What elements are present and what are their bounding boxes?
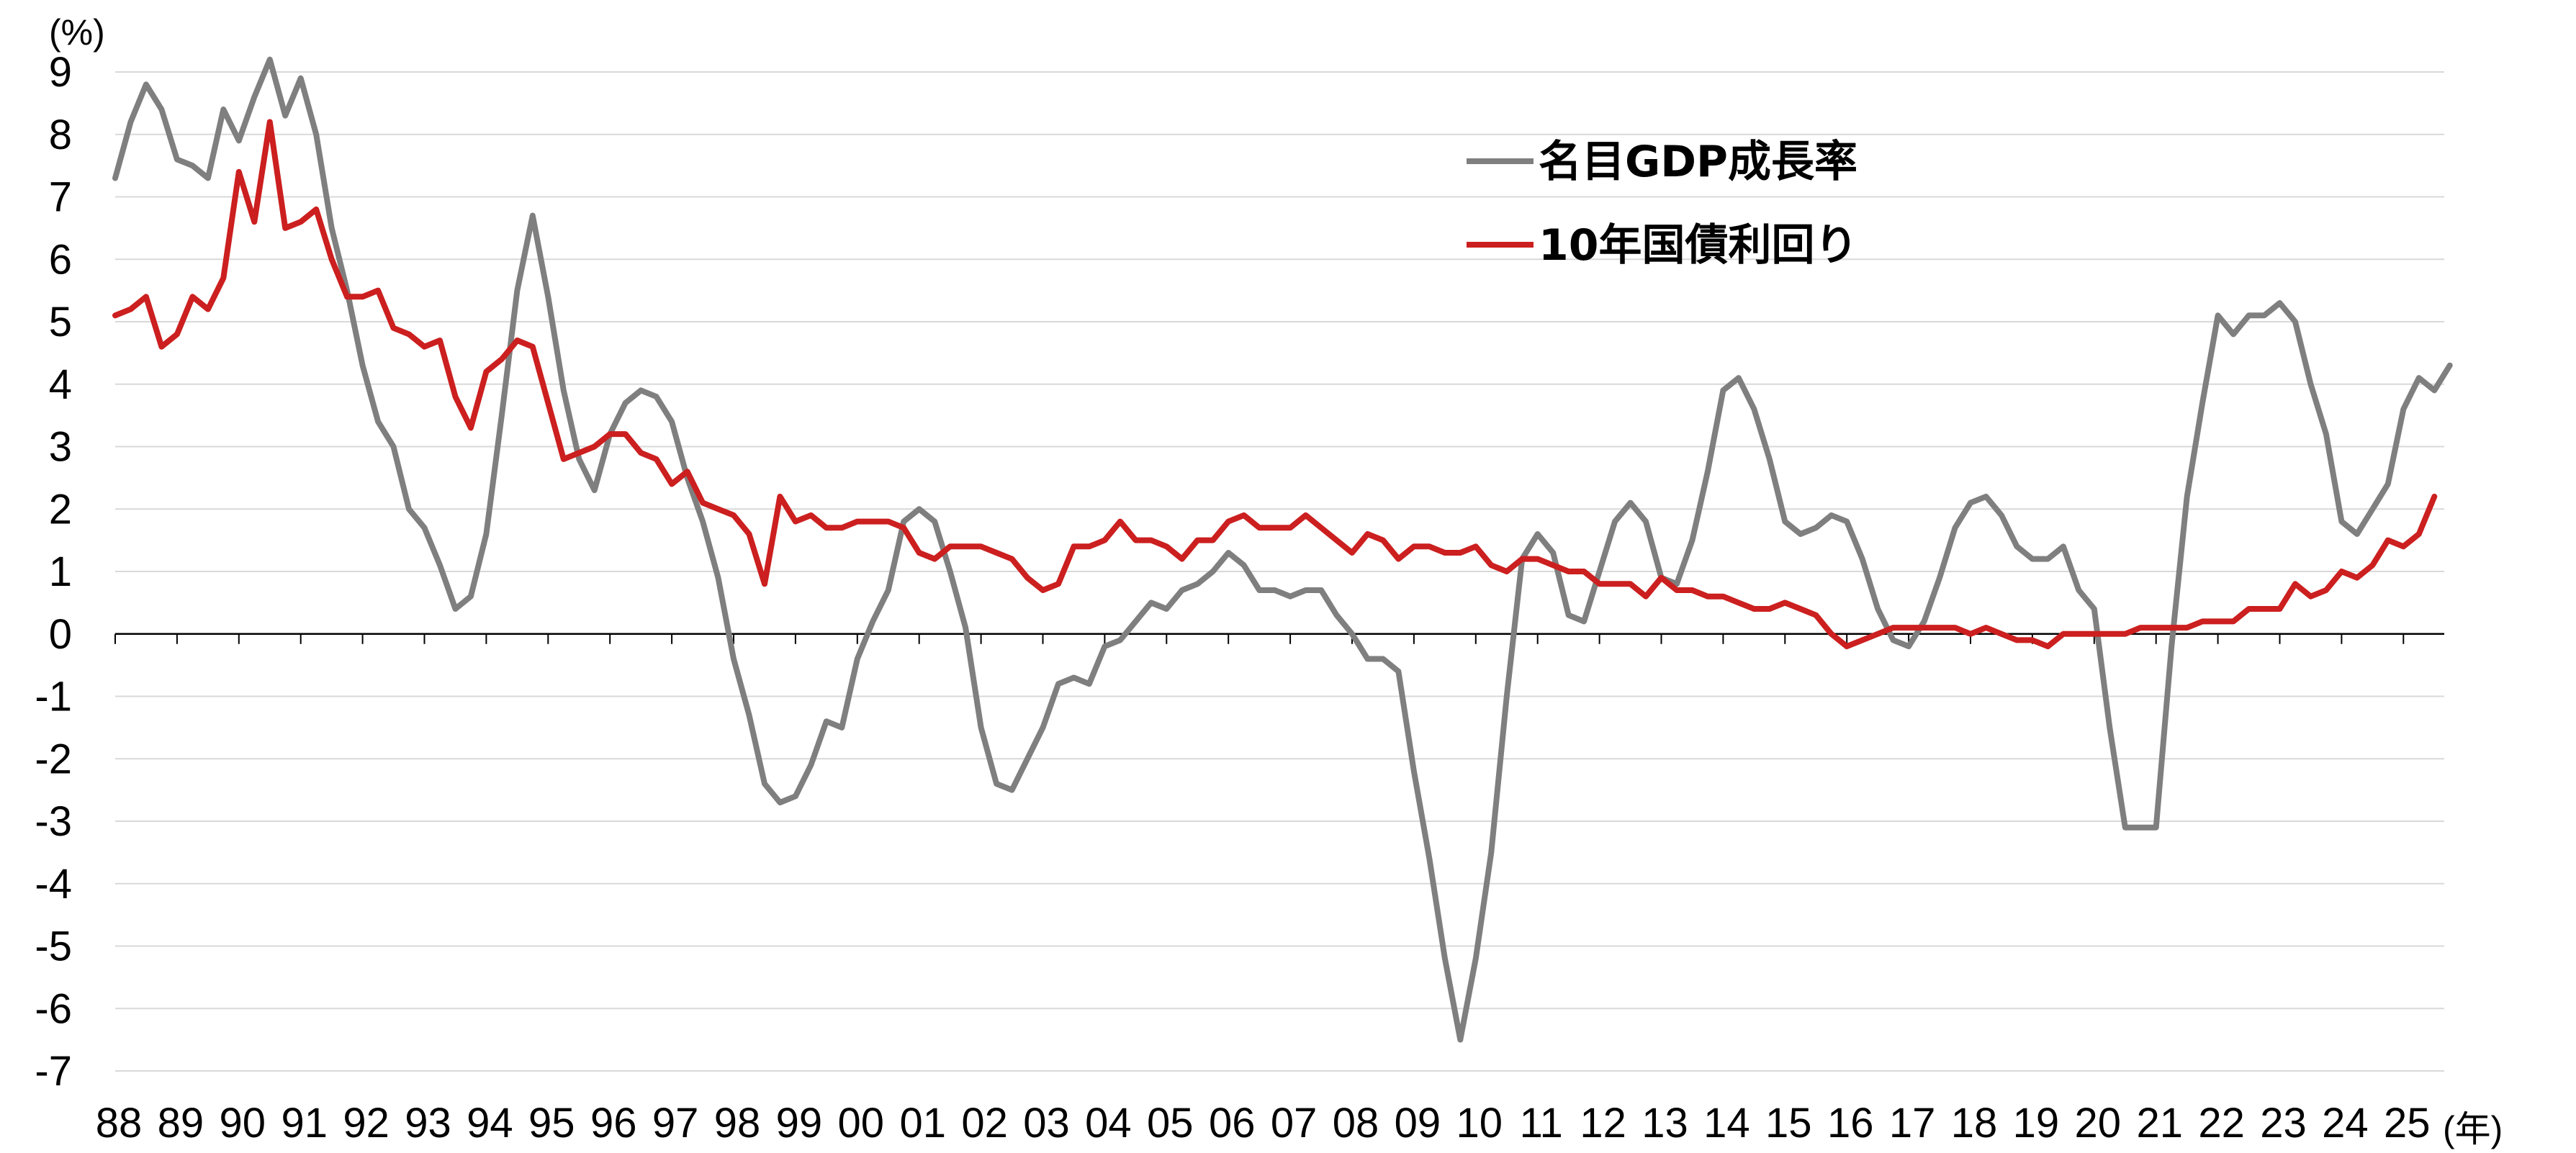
y-tick-label: 4 (49, 361, 72, 408)
x-tick-label: 24 (2322, 1100, 2369, 1147)
y-tick-label: -5 (35, 923, 72, 970)
x-tick-label: 99 (776, 1100, 823, 1147)
x-tick-label: 17 (1889, 1100, 1936, 1147)
x-tick-label: 21 (2136, 1100, 2183, 1147)
y-tick-label: 7 (49, 174, 72, 221)
y-tick-label: -7 (35, 1048, 72, 1095)
x-tick-label: 15 (1765, 1100, 1812, 1147)
x-tick-label: 13 (1641, 1100, 1688, 1147)
x-tick-label: 22 (2198, 1100, 2245, 1147)
x-tick-label: 98 (714, 1100, 761, 1147)
y-tick-label: 6 (49, 236, 72, 283)
x-tick-label: 91 (281, 1100, 328, 1147)
y-axis-unit-label: (%) (49, 12, 105, 53)
x-tick-label: 00 (838, 1100, 885, 1147)
x-tick-label: 19 (2013, 1100, 2060, 1147)
x-tick-label: 16 (1827, 1100, 1874, 1147)
y-tick-label: 3 (49, 424, 72, 471)
x-tick-label: 12 (1580, 1100, 1626, 1147)
x-tick-label: 90 (220, 1100, 266, 1147)
x-tick-label: 11 (1520, 1100, 1563, 1147)
x-tick-label: 89 (158, 1100, 204, 1147)
y-tick-label: 9 (49, 49, 72, 96)
series-line-jgb-10y-yield (112, 119, 2438, 650)
x-tick-label: 93 (405, 1100, 451, 1147)
x-tick-label: 06 (1209, 1100, 1256, 1147)
legend: 名目GDP成長率 10年国債利回り (1467, 137, 1858, 271)
series-lines (112, 56, 2453, 1043)
x-tick-label: 97 (652, 1100, 699, 1147)
x-axis-tick-labels: 88 89 90 91 92 93 94 95 96 97 98 99 00 01 02 03 04 05 06 07… (96, 633, 2431, 1147)
x-tick-label: 94 (467, 1100, 513, 1147)
y-tick-label: -1 (35, 674, 72, 720)
x-tick-label: 02 (961, 1100, 1008, 1147)
x-tick-label: 18 (1951, 1100, 1998, 1147)
x-tick-label: 09 (1395, 1100, 1441, 1147)
y-tick-label: -2 (35, 736, 72, 782)
series-line-nominal-gdp (112, 56, 2453, 1043)
x-tick-label: 23 (2260, 1100, 2307, 1147)
x-tick-label: 25 (2384, 1100, 2431, 1147)
y-tick-label: 5 (49, 299, 72, 345)
y-tick-label: -4 (35, 861, 72, 908)
x-tick-label: 08 (1333, 1100, 1379, 1147)
x-tick-label: 96 (590, 1100, 637, 1147)
x-tick-label: 10 (1456, 1100, 1503, 1147)
x-tick-label: 14 (1703, 1100, 1750, 1147)
x-tick-label: 20 (2075, 1100, 2122, 1147)
x-tick-label: 01 (899, 1100, 946, 1147)
grid-lines (115, 71, 2444, 1072)
legend-label-jgb-10y-yield: 10年国債利回り (1539, 220, 1858, 271)
x-axis-unit-label: (年) (2443, 1109, 2503, 1149)
x-tick-label: 07 (1271, 1100, 1318, 1147)
y-tick-label: 2 (49, 486, 72, 533)
y-tick-label: 8 (49, 112, 72, 158)
x-tick-label: 92 (343, 1100, 389, 1147)
y-tick-label: -3 (35, 798, 72, 845)
x-tick-label: 88 (96, 1100, 143, 1147)
y-axis-tick-labels: 9 8 7 6 5 4 3 2 1 0 -1 -2 -3 -4 -5 -6 -7 (35, 49, 72, 1095)
x-tick-label: 03 (1023, 1100, 1070, 1147)
y-tick-label: 0 (49, 611, 72, 658)
legend-label-nominal-gdp: 名目GDP成長率 (1539, 137, 1857, 187)
y-tick-label: 1 (49, 548, 72, 595)
x-tick-label: 05 (1147, 1100, 1194, 1147)
x-tick-label: 95 (528, 1100, 575, 1147)
x-tick-label: 04 (1085, 1100, 1132, 1147)
y-tick-label: -6 (35, 985, 72, 1032)
